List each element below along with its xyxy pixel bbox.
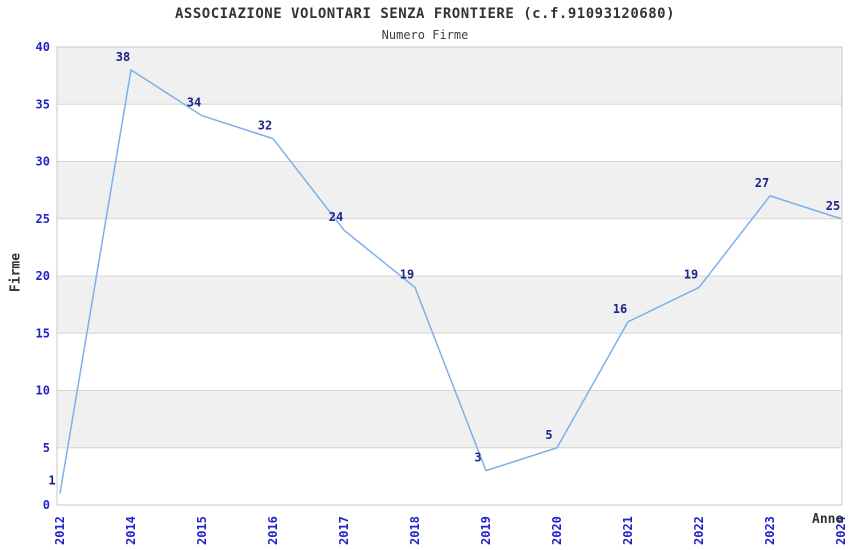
chart-subtitle: Numero Firme [381,28,469,42]
data-point-label: 34 [187,96,201,110]
plot-border [56,46,843,506]
x-tick-label: 2019 [479,516,493,545]
plot-band [57,333,842,391]
data-point-label: 27 [755,176,769,190]
data-point-label: 38 [116,50,130,64]
y-tick-label: 25 [36,212,50,226]
x-tick-label: 2020 [550,516,564,545]
x-tick-label: 2017 [337,516,351,545]
x-axis-title: Anno [812,512,844,527]
x-tick-label: 2018 [408,516,422,545]
data-point-label: 32 [258,119,272,133]
y-tick-label: 15 [36,326,50,340]
plot-band [57,161,842,219]
x-tick-label: 2016 [266,516,280,545]
x-tick-label: 2014 [124,516,138,545]
plot-band [57,218,842,276]
data-point-label: 3 [474,451,481,465]
data-point-label: 5 [545,428,552,442]
x-tick-label: 2023 [763,516,777,545]
plot-band [57,276,842,334]
plot-band [57,47,842,105]
y-tick-label: 35 [36,97,50,111]
plot-band [57,390,842,448]
y-tick-label: 5 [43,441,50,455]
chart-title: ASSOCIAZIONE VOLONTARI SENZA FRONTIERE (… [174,6,675,22]
y-tick-label: 10 [36,384,50,398]
plot-band [57,104,842,162]
data-point-label: 24 [329,210,343,224]
data-point-label: 1 [48,474,55,488]
plot-band [57,447,842,505]
y-tick-label: 20 [36,269,50,283]
x-tick-label: 2024 [834,516,848,545]
data-point-label: 19 [400,267,414,281]
data-line [59,69,842,494]
x-tick-label: 2021 [621,516,635,545]
x-tick-label: 2022 [692,516,706,545]
data-point-label: 25 [826,199,840,213]
x-tick-label: 2015 [195,516,209,545]
x-tick-label: 2012 [53,516,67,545]
data-point-label: 16 [613,302,627,316]
y-tick-label: 30 [36,155,50,169]
y-tick-label: 40 [36,40,50,54]
data-point-label: 19 [684,267,698,281]
y-tick-label: 0 [43,498,50,512]
